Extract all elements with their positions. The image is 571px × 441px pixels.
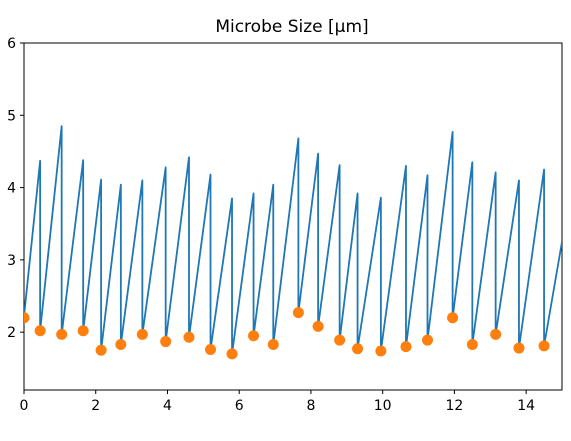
scatter-point-18	[400, 341, 412, 353]
plot-area: 0 2 4 6 8 10 12 14 2 3 4 5 6	[7, 36, 563, 414]
scatter-point-22	[490, 328, 502, 340]
scatter-point-21	[466, 338, 478, 350]
scatter-point-1	[34, 325, 46, 337]
scatter-point-5	[115, 338, 127, 350]
scatter-point-24	[538, 340, 550, 352]
x-tick-label: 6	[235, 398, 244, 414]
x-tick-label: 0	[20, 398, 29, 414]
series-layer	[24, 125, 562, 360]
y-tick-label: 2	[7, 325, 16, 341]
scatter-point-14	[312, 320, 324, 332]
scatter-point-4	[95, 344, 107, 356]
scatter-point-9	[205, 344, 217, 356]
chart-title: Microbe Size [μm]	[215, 17, 368, 37]
scatter-point-11	[248, 330, 260, 342]
x-tick-label: 12	[445, 398, 463, 414]
x-tick-label: 4	[163, 398, 172, 414]
scatter-point-6	[136, 328, 148, 340]
plot-frame	[23, 42, 563, 391]
scatter-point-13	[292, 307, 304, 319]
scatter-point-19	[422, 334, 433, 346]
x-tick-label: 8	[306, 398, 315, 414]
x-axis: 0 2 4 6 8 10 12 14	[20, 390, 535, 414]
scatter-point-10	[226, 348, 238, 360]
scatter-point-15	[334, 334, 346, 346]
y-axis: 2 3 4 5 6	[7, 36, 24, 341]
x-tick-label: 2	[91, 398, 100, 414]
series-line	[24, 125, 562, 355]
scatter-point-17	[375, 345, 387, 357]
x-tick-label: 10	[374, 398, 392, 414]
scatter-point-0	[24, 312, 30, 324]
scatter-point-23	[513, 342, 525, 354]
scatter-point-12	[267, 338, 279, 350]
scatter-point-2	[56, 328, 68, 340]
y-tick-label: 6	[7, 36, 16, 52]
scatter-point-3	[77, 325, 89, 337]
x-tick-label: 14	[517, 398, 535, 414]
y-tick-label: 3	[7, 253, 16, 269]
scatter-point-16	[352, 343, 364, 355]
scatter-point-8	[183, 331, 195, 343]
scatter-point-20	[447, 312, 459, 324]
y-tick-label: 4	[7, 181, 16, 197]
y-tick-label: 5	[7, 108, 16, 124]
scatter-point-7	[160, 336, 172, 348]
